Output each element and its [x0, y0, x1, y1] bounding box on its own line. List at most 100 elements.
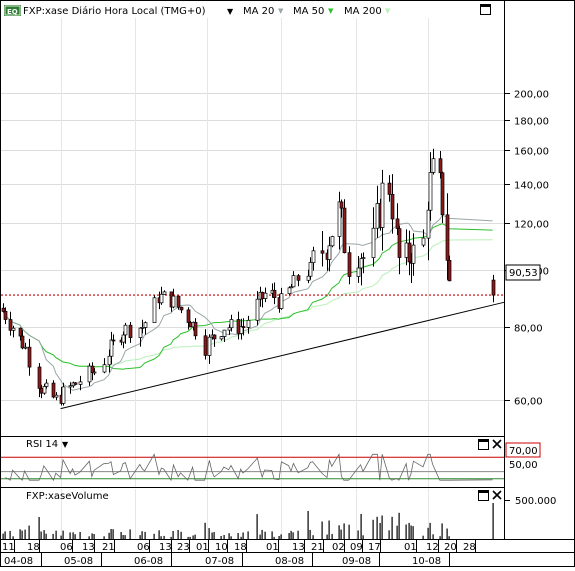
candle-body — [73, 382, 78, 385]
month-tick-label: 10-08 — [412, 556, 441, 567]
volume-bar — [204, 522, 206, 539]
volume-bar — [321, 521, 323, 539]
candle — [327, 236, 332, 272]
candle-body — [42, 386, 47, 394]
candle-body — [327, 245, 332, 260]
ma200-dropdown-icon[interactable]: ▼ — [385, 7, 391, 15]
volume-bar — [28, 525, 30, 539]
candle — [219, 336, 224, 341]
candle — [339, 199, 344, 218]
volume-bar — [220, 536, 222, 539]
volume-bar — [69, 532, 71, 539]
volume-bar — [408, 522, 410, 539]
ma50-dropdown-icon[interactable]: ▼ — [328, 7, 334, 15]
trendline[interactable] — [60, 301, 505, 410]
volume-bar — [12, 536, 14, 539]
candle — [179, 306, 184, 314]
rsi-series — [1, 453, 504, 482]
ma200-legend[interactable]: MA 200 — [344, 6, 382, 17]
candle-body — [375, 203, 380, 229]
candle-body — [241, 326, 246, 328]
candle — [445, 193, 450, 280]
candle — [3, 307, 8, 325]
last-price-tag: 90,53 — [505, 264, 541, 281]
volume-bar — [240, 536, 242, 539]
maximize-rsi-panel-icon[interactable] — [478, 439, 489, 450]
maximize-price-panel-icon[interactable] — [480, 4, 491, 15]
volume-bar — [242, 532, 244, 539]
price-tick-label: 180,00 — [514, 117, 549, 128]
candle — [491, 274, 496, 303]
day-tick-label: 01 — [266, 542, 279, 553]
candle-body — [387, 182, 392, 195]
rsi-header: RSI 14 ▼ — [26, 439, 69, 450]
candle-body — [102, 364, 107, 373]
volume-bar — [60, 535, 62, 539]
candle-body — [20, 335, 25, 349]
volume-title[interactable]: FXP:xaseVolume — [26, 491, 109, 502]
rsi-title[interactable]: RSI 14 — [26, 439, 58, 450]
candle-body — [291, 275, 296, 288]
day-tick-label: 09 — [350, 542, 363, 553]
candle — [255, 291, 260, 326]
candle-body — [1, 307, 6, 312]
candle-body — [308, 262, 313, 277]
candle — [11, 325, 16, 338]
volume-bar — [422, 535, 424, 539]
close-volume-panel-icon[interactable] — [492, 490, 502, 500]
day-tick-label: 23 — [177, 542, 190, 553]
price-tick-label: 200,00 — [514, 90, 549, 101]
candle-body — [123, 324, 128, 336]
volume-bar — [19, 529, 21, 539]
volume-bar — [211, 532, 213, 539]
day-tick-label: 13 — [159, 542, 172, 553]
candle-body — [54, 394, 59, 398]
month-tick-label: 07-08 — [205, 556, 234, 567]
candle — [380, 169, 385, 251]
maximize-volume-panel-icon[interactable] — [478, 490, 489, 501]
volume-bar — [88, 536, 90, 539]
volume-bar — [273, 536, 275, 539]
candle-body — [246, 319, 251, 328]
candle-body — [193, 321, 198, 337]
candle-body — [260, 291, 265, 299]
candle-body — [212, 334, 217, 340]
volume-bar — [492, 503, 494, 539]
ma50-legend[interactable]: MA 50 — [293, 6, 324, 17]
volume-bar — [55, 530, 57, 539]
day-tick-label: 01 — [196, 542, 209, 553]
volume-bar — [189, 536, 191, 539]
symbol-title[interactable]: FXP:xase Diário Hora Local (TMG+0) — [23, 5, 206, 17]
volume-bar — [448, 536, 450, 539]
candle — [279, 287, 284, 310]
candle-body — [445, 214, 450, 261]
volume-bar — [338, 525, 340, 539]
ma20-dropdown-icon[interactable]: ▼ — [278, 7, 284, 15]
ma20-legend[interactable]: MA 20 — [243, 6, 274, 17]
candle-body — [342, 207, 347, 254]
candle-body — [128, 324, 133, 338]
volume-bar — [103, 536, 105, 539]
candle — [159, 286, 164, 305]
volume-bar — [79, 532, 81, 539]
candle-body — [111, 339, 116, 342]
candle — [140, 319, 145, 334]
candle-body — [92, 371, 97, 374]
candle — [37, 363, 42, 398]
day-tick-label: 12 — [426, 542, 439, 553]
volume-bar — [381, 515, 383, 539]
day-tick-label: 10 — [215, 542, 228, 553]
symbol-dropdown-icon[interactable]: ▼ — [227, 7, 234, 16]
candle-body — [203, 335, 208, 356]
candle — [431, 148, 436, 175]
ma50-line — [2, 223, 493, 370]
rsi-dropdown-icon[interactable]: ▼ — [62, 440, 69, 449]
candle — [27, 338, 32, 376]
candle-body — [311, 250, 316, 263]
candle — [287, 286, 292, 296]
volume-bar — [21, 530, 23, 539]
close-rsi-panel-icon[interactable] — [492, 439, 502, 449]
volume-bar — [348, 524, 350, 539]
volume-bar — [108, 532, 110, 539]
